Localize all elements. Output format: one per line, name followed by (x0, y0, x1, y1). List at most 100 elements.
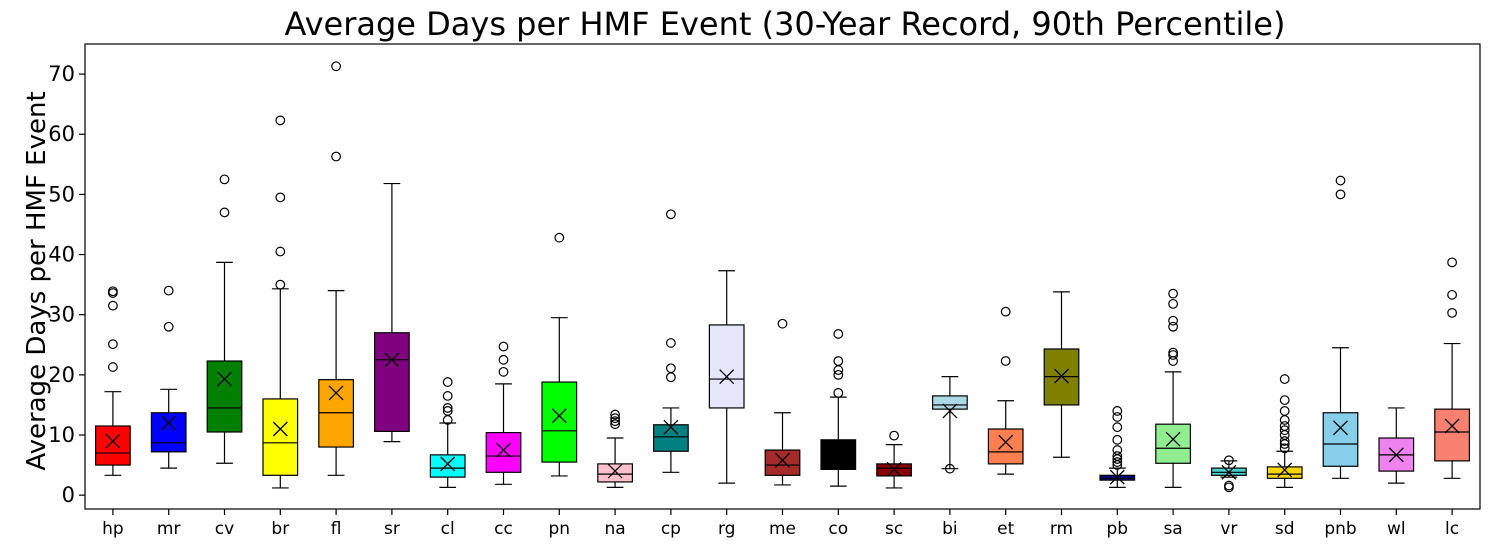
outlier-point (1112, 451, 1123, 461)
box-na (597, 463, 633, 483)
outlier-point (163, 321, 174, 332)
outlier-point (1168, 350, 1178, 360)
x-tick-label: pb (1107, 519, 1129, 539)
mean-marker (217, 371, 232, 387)
outlier-point (1279, 415, 1290, 425)
outlier-point (666, 338, 676, 348)
x-tick-label: fl (331, 519, 342, 539)
y-tick-label: 20 (48, 363, 75, 387)
outlier-point (442, 406, 453, 416)
mean-marker (830, 445, 846, 461)
outlier-point (498, 341, 509, 352)
outlier-point (1168, 288, 1178, 299)
outlier-point (833, 356, 844, 366)
box-sd (1266, 466, 1303, 479)
outlier-point (1168, 321, 1178, 332)
outlier-point (1335, 175, 1346, 186)
x-tick-label: cc (494, 519, 513, 539)
outlier-point (219, 174, 230, 185)
outlier-point (833, 369, 844, 380)
outlier-point (1335, 189, 1346, 200)
mean-marker (1165, 431, 1181, 447)
box-et (987, 428, 1024, 465)
outlier-point (163, 285, 174, 296)
plot-frame (84, 43, 1481, 510)
outlier-point (1279, 374, 1290, 384)
box-me (764, 449, 801, 476)
outlier-point (1279, 406, 1290, 416)
outlier-point (1112, 412, 1123, 422)
outlier-point (1223, 455, 1234, 466)
outlier-point (554, 232, 565, 243)
box-sr (374, 332, 410, 432)
chart-title: Average Days per HMF Event (30-Year Reco… (285, 5, 1286, 43)
box-rg (708, 324, 745, 409)
outlier-point (1279, 443, 1290, 454)
x-tick-label: vr (1220, 519, 1237, 539)
box-bi (932, 395, 968, 410)
x-tick-label: lc (1445, 519, 1459, 539)
y-tick-label: 60 (48, 122, 75, 146)
box-lc (1434, 408, 1470, 462)
x-tick-label: pn (549, 519, 571, 539)
mean-marker (663, 419, 679, 435)
x-tick-label: na (604, 519, 625, 539)
outlier-point (275, 279, 286, 290)
outlier-point (1000, 306, 1011, 317)
outlier-point (1279, 395, 1290, 406)
mean-marker (384, 352, 400, 368)
outlier-point (666, 363, 676, 374)
x-tick-label: co (828, 519, 848, 539)
outlier-point (1112, 422, 1123, 433)
box-co (820, 439, 857, 470)
mean-marker (1444, 418, 1460, 434)
outlier-point (889, 430, 899, 441)
x-tick-label: hp (102, 519, 124, 539)
x-tick-label: sd (1275, 519, 1295, 539)
outlier-point (666, 372, 676, 383)
outlier-point (1279, 421, 1290, 431)
plot-area: 0 10 20 30 40 50 60 70 hp mr cv br fl sr cl cc pn na cp rg m… (48, 61, 1470, 539)
x-tick-label: sa (1163, 519, 1182, 539)
box-pn (541, 381, 578, 463)
box-fl (318, 379, 354, 448)
x-tick-label: br (271, 519, 289, 539)
outlier-point (107, 339, 118, 350)
outlier-point (1112, 445, 1123, 455)
box-br (262, 398, 299, 476)
outlier-point (610, 413, 620, 424)
outlier-point (1168, 347, 1178, 358)
outlier-point (107, 300, 118, 311)
mean-marker (272, 421, 288, 437)
mean-marker (1221, 464, 1237, 480)
mean-marker (1054, 368, 1069, 384)
mean-marker (719, 369, 735, 385)
outlier-point (1447, 257, 1457, 268)
outlier-point (107, 286, 118, 297)
outlier-point (666, 209, 676, 220)
outlier-point (107, 362, 118, 372)
outlier-point (945, 463, 955, 474)
x-tick-label: rm (1050, 519, 1073, 539)
mean-marker (440, 456, 456, 472)
mean-marker (1277, 462, 1293, 478)
outlier-point (498, 354, 509, 365)
mean-marker (551, 408, 567, 424)
mean-marker (496, 442, 511, 458)
mean-marker (775, 452, 790, 468)
outlier-point (275, 115, 286, 126)
mean-marker (1388, 447, 1404, 463)
outlier-point (610, 409, 620, 420)
outlier-point (833, 388, 844, 398)
outlier-point (1168, 298, 1178, 309)
box-mr (150, 412, 187, 453)
outlier-point (1223, 480, 1234, 491)
mean-marker (105, 433, 121, 449)
x-tick-label: cl (441, 519, 455, 539)
y-tick-label: 50 (48, 182, 75, 206)
mean-marker (942, 403, 958, 419)
mean-marker (1333, 420, 1348, 436)
mean-marker (328, 385, 344, 401)
x-tick-label: pnb (1324, 519, 1356, 539)
